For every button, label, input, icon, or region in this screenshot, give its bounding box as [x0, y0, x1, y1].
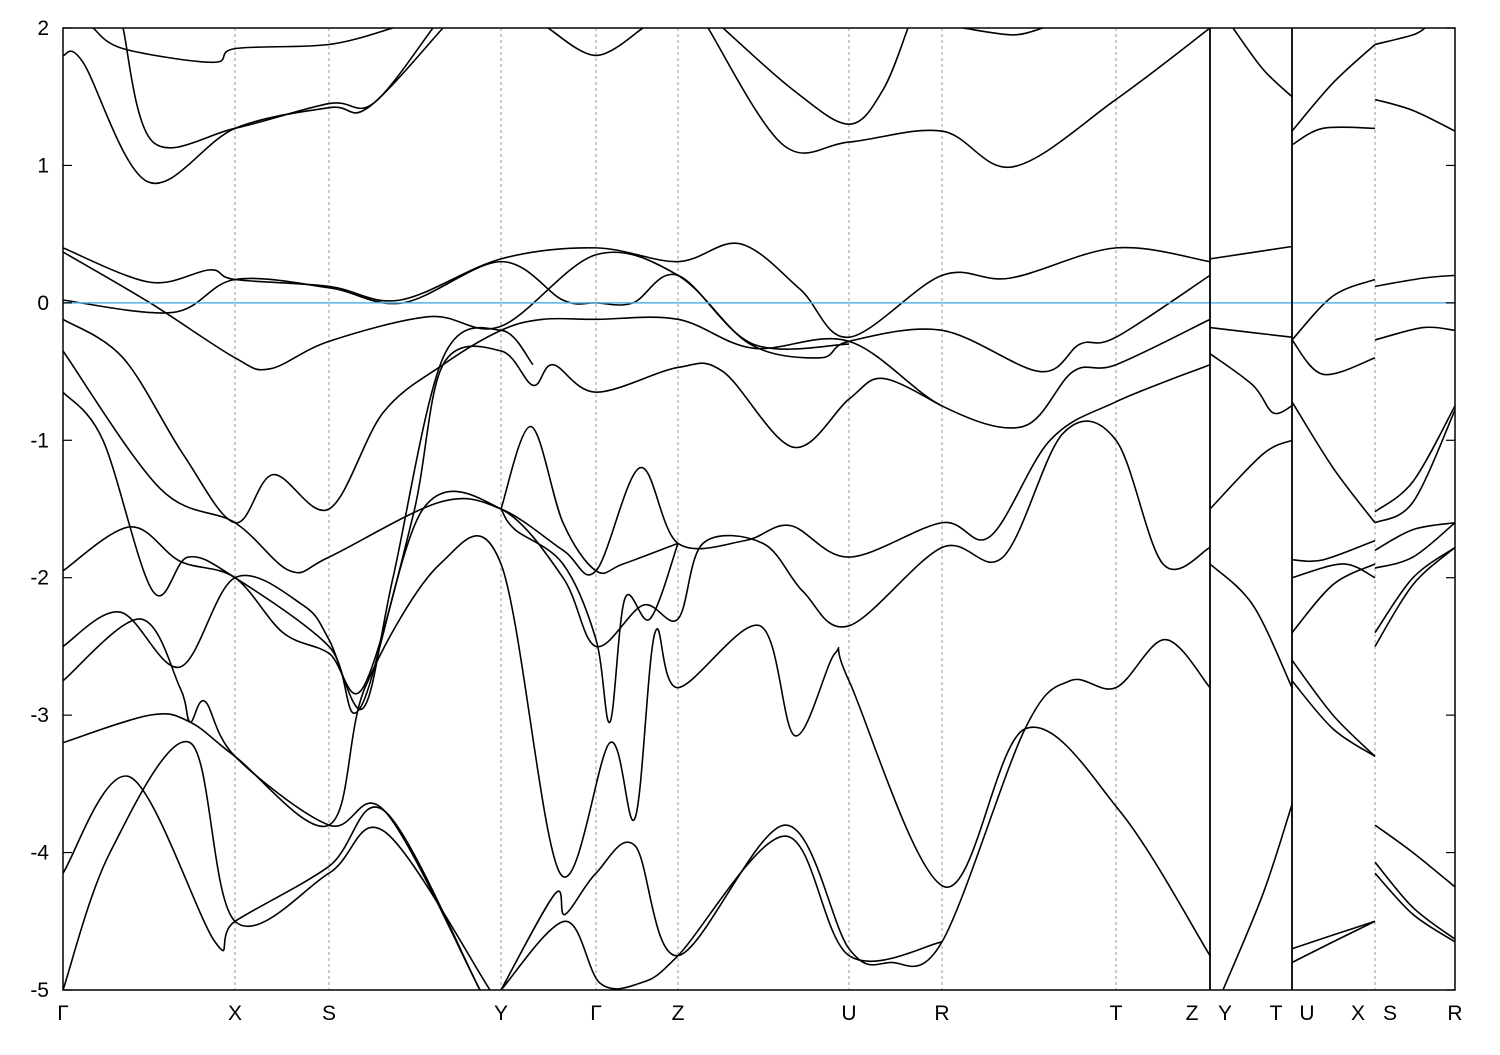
x-tick-label: T: [1110, 1002, 1123, 1025]
band-line: [1374, 409, 1455, 524]
x-tick-label: R: [934, 1002, 949, 1025]
band-line: [122, 28, 434, 149]
band-line: [63, 618, 481, 990]
x-tick-label: X: [228, 1002, 242, 1025]
band-line: [1209, 353, 1293, 415]
x-tick-label: Z: [1186, 1002, 1199, 1025]
y-tick-label: -2: [30, 567, 49, 590]
band-line: [1291, 563, 1376, 579]
x-tick-label: S: [322, 1002, 336, 1025]
band-line: [63, 260, 850, 350]
band-line: [1374, 824, 1455, 888]
band-line: [63, 326, 534, 711]
band-line: [92, 28, 394, 64]
band-line: [1374, 872, 1455, 943]
y-tick-label: 1: [37, 154, 49, 177]
y-tick-label: -4: [30, 842, 49, 865]
grid-lines: [234, 28, 1376, 990]
band-line: [1374, 521, 1455, 551]
band-line: [1374, 522, 1455, 569]
x-tick-label: Γ: [590, 1002, 602, 1025]
band-line: [962, 28, 1044, 36]
band-line: [63, 775, 481, 990]
plot-frame: [62, 27, 1456, 991]
band-line: [1291, 278, 1376, 341]
band-line: [1291, 126, 1376, 146]
x-tick-label: Y: [1218, 1002, 1232, 1025]
band-line: [1291, 43, 1376, 132]
x-tick-label: U: [841, 1002, 856, 1025]
band-line: [1291, 920, 1376, 964]
band-line: [1374, 326, 1455, 341]
band-line: [500, 638, 1211, 990]
band-line: [63, 534, 1211, 957]
band-line: [63, 251, 1211, 373]
band-line: [63, 740, 491, 990]
band-line: [1291, 920, 1376, 950]
band-line: [63, 391, 1211, 714]
band-line: [63, 28, 444, 185]
band-line: [1374, 546, 1455, 634]
band-line: [1209, 563, 1293, 688]
band-line: [500, 508, 679, 723]
path-breaks: [1209, 28, 1293, 990]
y-axis: 2 1 0 -1 -2 -3 -4 -5: [30, 17, 1455, 1002]
y-tick-label: -3: [30, 704, 49, 727]
band-line: [500, 425, 679, 575]
band-line: [1374, 861, 1455, 940]
band-line: [1374, 28, 1426, 46]
x-tick-label: Z: [672, 1002, 685, 1025]
x-tick-label: T: [1270, 1002, 1283, 1025]
band-line: [1209, 439, 1293, 510]
band-line: [1291, 659, 1376, 757]
band-line: [1291, 401, 1376, 524]
x-tick-label: Γ: [57, 1002, 69, 1025]
band-line: [707, 28, 1211, 168]
band-line: [1374, 546, 1455, 647]
y-tick-label: 2: [37, 17, 49, 40]
x-tick-label: X: [1351, 1002, 1365, 1025]
y-tick-label: -5: [30, 979, 49, 1002]
band-line: [1291, 339, 1376, 376]
band-line: [722, 28, 909, 126]
x-tick-label: R: [1447, 1002, 1462, 1025]
x-tick-label: S: [1383, 1002, 1397, 1025]
band-line: [1374, 98, 1455, 132]
band-line: [63, 242, 1211, 339]
band-line: [1291, 680, 1376, 758]
band-line: [1209, 245, 1293, 260]
band-line: [1232, 28, 1293, 98]
x-tick-label: U: [1299, 1002, 1314, 1025]
band-line: [1222, 804, 1293, 990]
x-tick-label: Y: [494, 1002, 508, 1025]
band-line: [1374, 405, 1455, 513]
band-line: [1209, 326, 1293, 339]
band-line: [63, 345, 943, 695]
y-tick-label: -1: [30, 429, 49, 452]
y-tick-label: 0: [37, 292, 49, 315]
bands: [63, 28, 1455, 990]
band-line: [63, 350, 1211, 576]
band-line: [1291, 563, 1376, 634]
band-line: [500, 835, 943, 990]
band-line: [1291, 539, 1376, 563]
band-line: [1374, 274, 1455, 288]
band-line: [547, 28, 644, 57]
